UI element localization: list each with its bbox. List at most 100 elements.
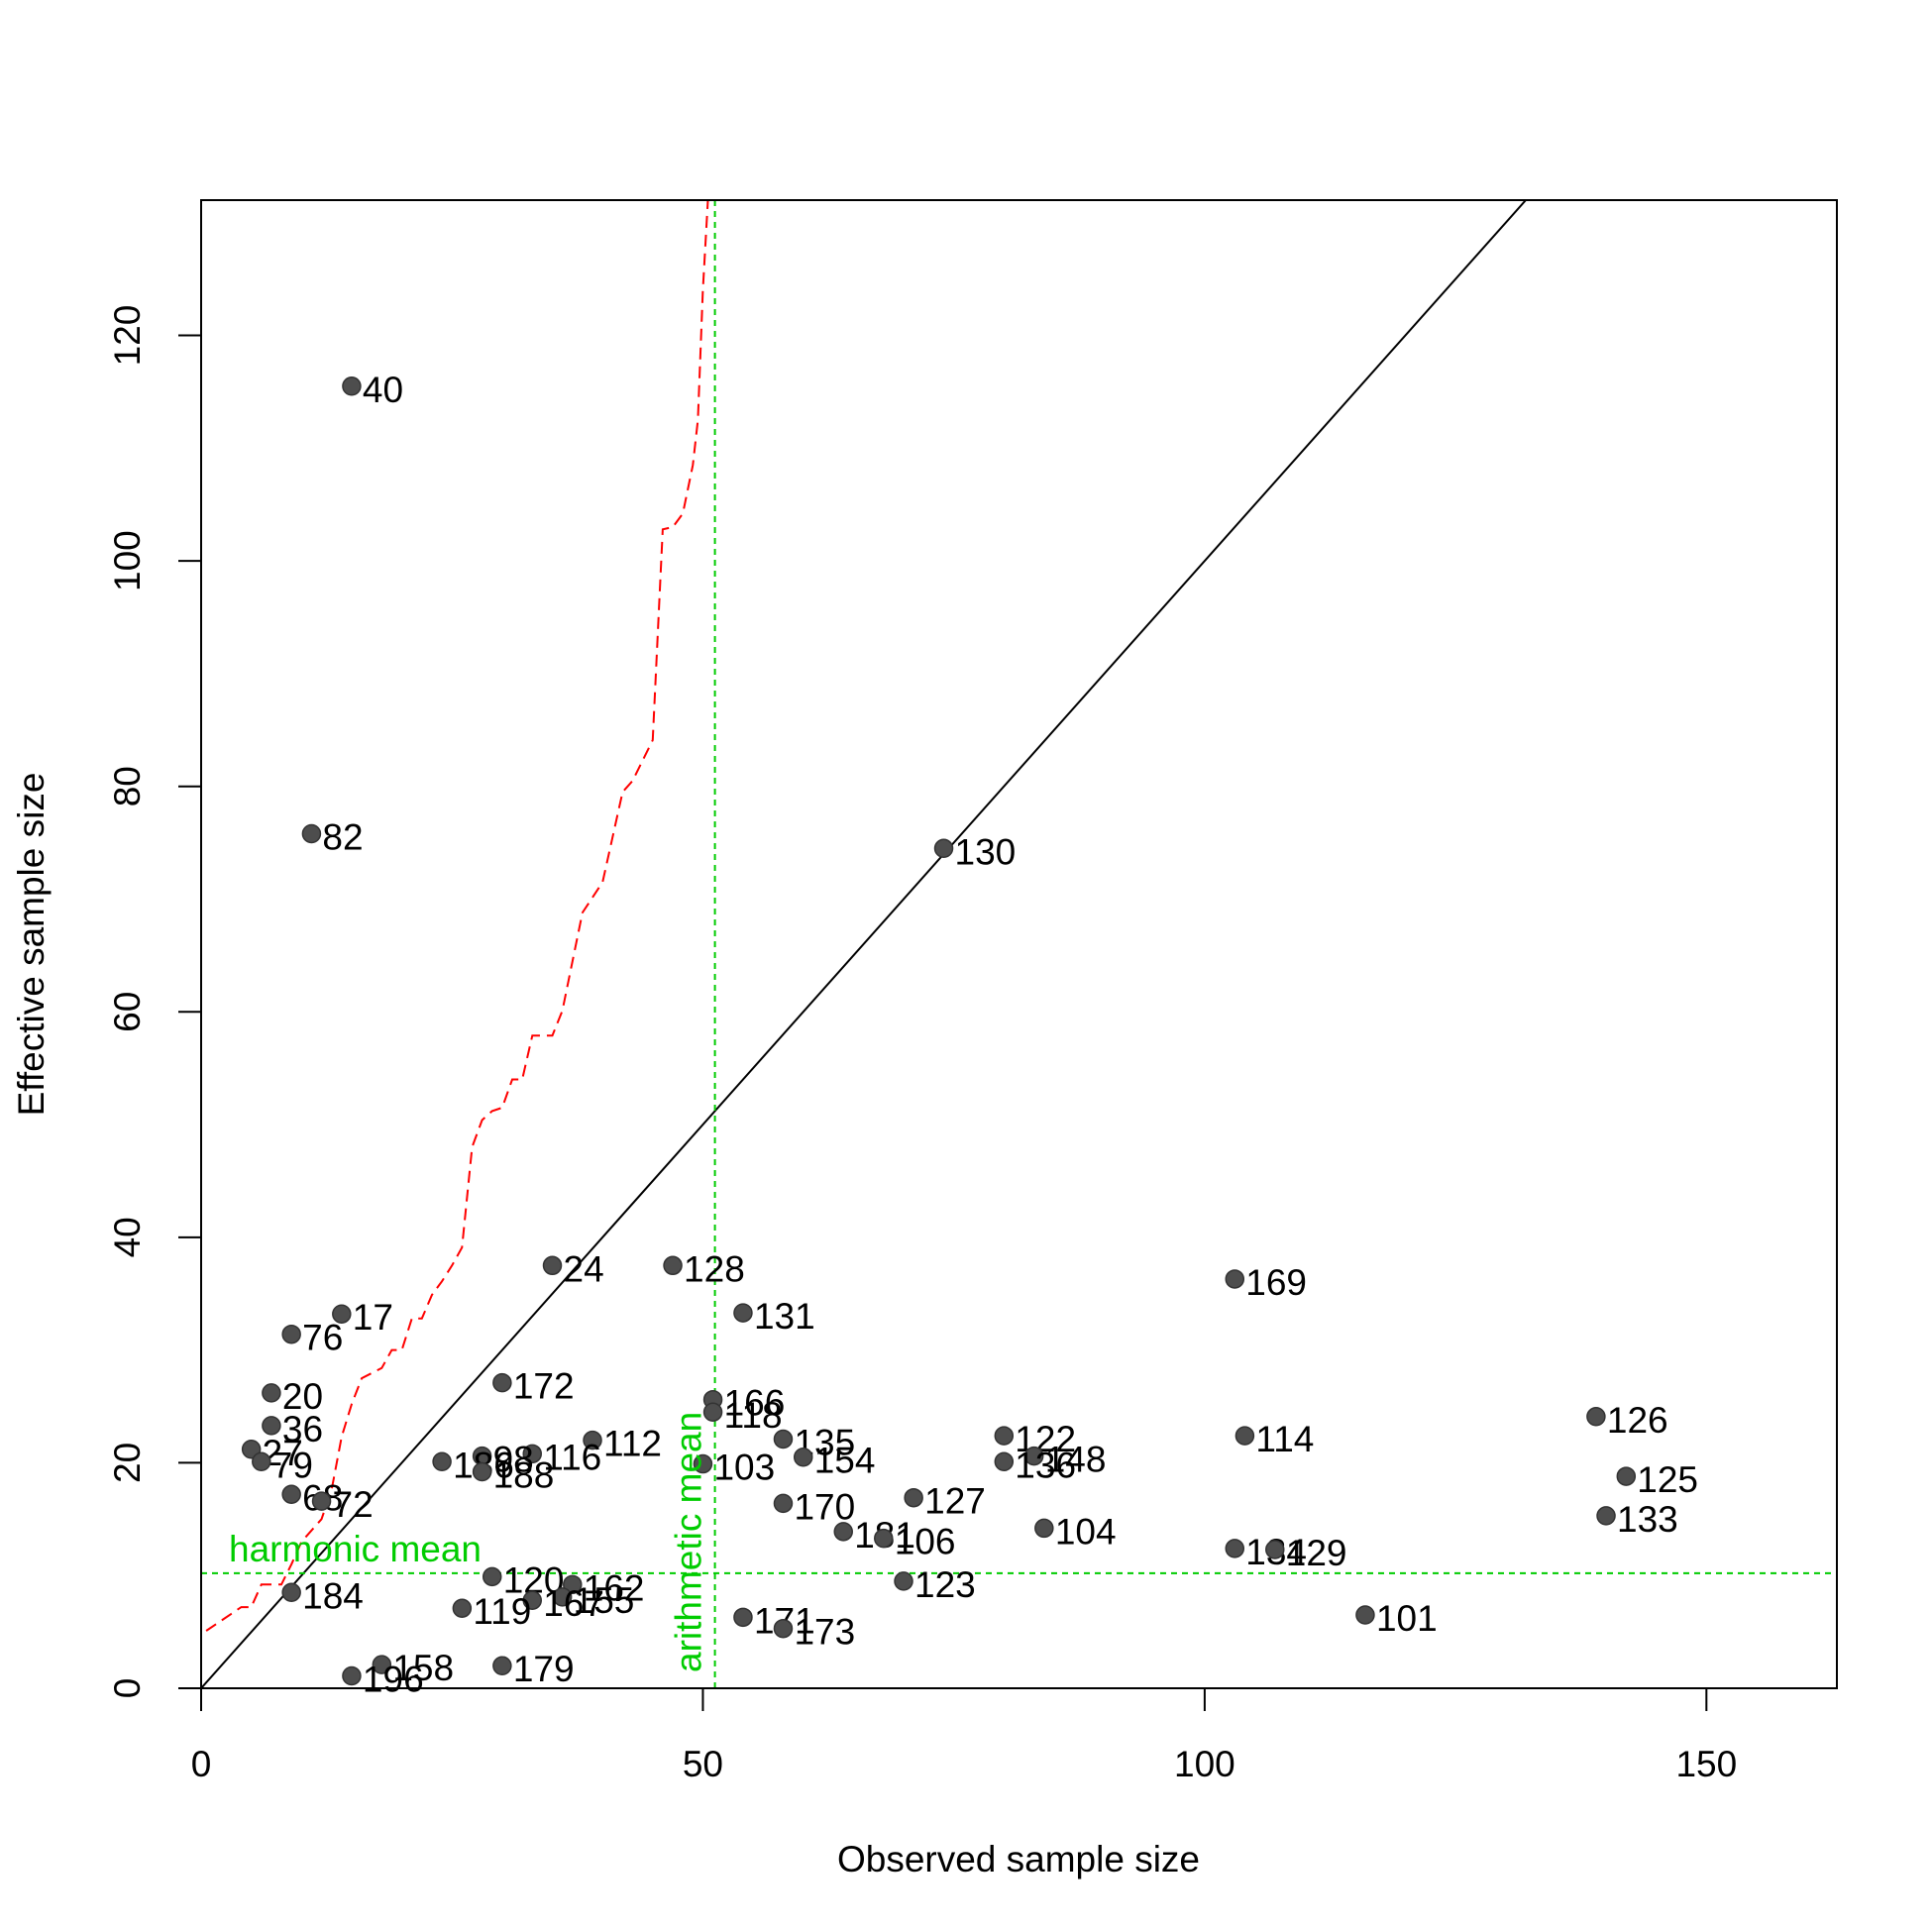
data-point	[733, 1303, 753, 1323]
data-point	[482, 1566, 502, 1587]
data-point	[1265, 1540, 1285, 1559]
data-point	[773, 1618, 794, 1639]
data-point	[241, 1440, 262, 1459]
data-point	[252, 1451, 271, 1472]
y-tick-label: 60	[107, 992, 148, 1032]
data-point	[1616, 1466, 1637, 1486]
data-point	[1596, 1506, 1616, 1526]
data-point-label: 101	[1376, 1598, 1438, 1639]
y-axis-label: Effective sample size	[11, 773, 52, 1117]
data-point-label: 184	[302, 1575, 364, 1616]
x-axis-label: Observed sample size	[837, 1839, 1200, 1879]
data-point	[663, 1255, 683, 1276]
x-tick-label: 0	[191, 1744, 212, 1784]
data-point	[1034, 1518, 1054, 1539]
arithmetic-mean-label: arithmetic mean	[669, 1412, 709, 1672]
data-point	[522, 1590, 543, 1610]
data-point-label: 166	[724, 1383, 786, 1424]
data-point-label: 167	[543, 1583, 604, 1624]
data-point	[262, 1416, 281, 1436]
data-point	[281, 1324, 301, 1344]
data-point	[733, 1607, 753, 1628]
data-point	[994, 1451, 1015, 1472]
data-point	[332, 1304, 352, 1324]
data-point	[1225, 1269, 1245, 1289]
data-point	[773, 1493, 794, 1514]
data-point	[693, 1453, 713, 1474]
data-point	[452, 1598, 473, 1618]
data-point	[933, 838, 954, 859]
data-point-label: 179	[513, 1649, 575, 1689]
data-point-label: 112	[603, 1424, 662, 1464]
y-tick-label: 120	[107, 305, 148, 367]
data-point-label: 188	[493, 1455, 555, 1496]
data-point-label: 169	[1245, 1262, 1307, 1303]
y-tick-label: 100	[107, 530, 148, 591]
data-point	[542, 1255, 563, 1276]
identity-line	[201, 200, 1527, 1688]
data-point-label: 130	[955, 831, 1017, 872]
upper-bound-curve	[205, 200, 709, 1632]
data-point-label: 129	[1286, 1533, 1347, 1573]
data-point	[1586, 1407, 1606, 1427]
data-point-label: 131	[754, 1296, 815, 1337]
data-point-label: 133	[1617, 1499, 1678, 1540]
data-point-label: 127	[924, 1481, 986, 1522]
data-point-label: 104	[1055, 1511, 1117, 1552]
data-point	[281, 1582, 301, 1603]
data-point	[281, 1484, 301, 1505]
y-tick-label: 20	[107, 1443, 148, 1483]
data-point-label: 72	[333, 1484, 374, 1525]
data-point-label: 103	[713, 1448, 775, 1488]
data-point	[262, 1383, 281, 1403]
data-point	[522, 1444, 543, 1464]
data-point	[301, 823, 322, 844]
x-tick-label: 100	[1174, 1744, 1235, 1784]
data-point	[904, 1487, 923, 1508]
data-point	[1225, 1539, 1245, 1558]
data-point	[1023, 1446, 1044, 1466]
data-point	[372, 1655, 392, 1674]
data-point	[874, 1528, 894, 1549]
data-point-label: 76	[302, 1318, 343, 1358]
data-point	[1234, 1426, 1255, 1446]
data-point-label: 119	[473, 1591, 531, 1632]
data-point-label: 125	[1637, 1459, 1698, 1500]
data-point	[342, 1665, 362, 1686]
data-point-label: 118	[724, 1395, 783, 1436]
data-point-label: 98	[493, 1440, 534, 1480]
data-point-label: 128	[684, 1248, 745, 1289]
data-point	[583, 1430, 602, 1450]
reference-lines	[201, 200, 1837, 1688]
data-point	[773, 1429, 794, 1449]
data-point	[994, 1426, 1015, 1446]
data-point	[894, 1571, 913, 1591]
y-tick-label: 80	[107, 766, 148, 806]
data-point-label: 158	[392, 1648, 454, 1688]
data-point-label: 114	[1255, 1419, 1314, 1459]
data-point-label: 20	[282, 1376, 323, 1417]
data-point	[1355, 1605, 1375, 1625]
data-point	[492, 1372, 512, 1393]
data-point	[552, 1587, 573, 1607]
data-point	[492, 1656, 512, 1675]
data-point-label: 148	[1045, 1440, 1107, 1480]
data-point-label: 173	[794, 1612, 855, 1653]
data-point	[563, 1574, 583, 1595]
x-tick-label: 150	[1675, 1744, 1737, 1784]
data-point-label: 162	[584, 1567, 645, 1608]
data-point-label: 196	[363, 1659, 424, 1699]
data-point-label: 155	[574, 1580, 635, 1621]
data-point-label: 116	[543, 1437, 601, 1477]
data-point	[472, 1461, 492, 1482]
data-point	[311, 1491, 332, 1511]
data-point-label: 170	[794, 1486, 855, 1527]
data-point	[793, 1447, 813, 1467]
data-point-label: 17	[353, 1297, 393, 1338]
data-point-label: 106	[895, 1522, 956, 1562]
harmonic-mean-label: harmonic mean	[229, 1529, 482, 1569]
data-point-label: 82	[322, 816, 363, 857]
